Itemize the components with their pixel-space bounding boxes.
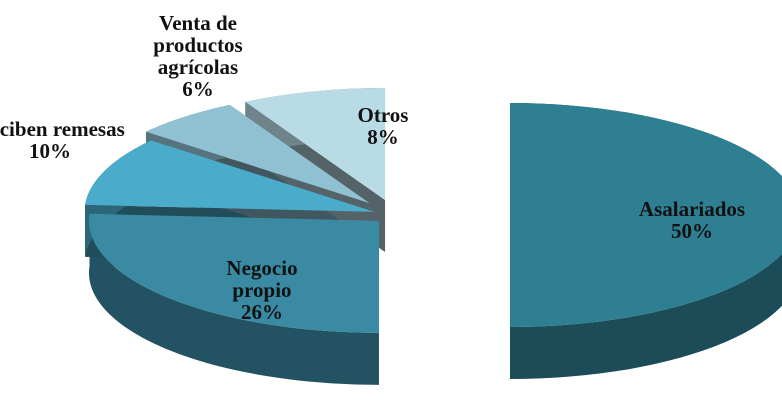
slice-tops	[85, 88, 782, 333]
category-label: Asalariados	[638, 197, 746, 221]
slice-edge	[88, 213, 379, 385]
value-label: 26%	[241, 300, 283, 324]
value-label: 6%	[182, 77, 214, 101]
category-label: Venta de productos agrícolas	[153, 11, 243, 79]
slice	[85, 140, 375, 212]
slice	[88, 213, 379, 333]
category-label: Otros	[357, 103, 409, 127]
slice	[510, 103, 782, 327]
category-label: Reciben remesas	[0, 117, 125, 141]
slice	[146, 104, 370, 204]
slice	[245, 88, 386, 201]
value-label: 50%	[671, 219, 713, 243]
slice-label: Asalariados 50%	[617, 198, 767, 242]
value-label: 8%	[367, 125, 399, 149]
category-label: Negocio propio	[226, 256, 298, 302]
slice-label: Venta de productos agrícolas 6%	[138, 12, 258, 100]
value-label: 10%	[29, 139, 71, 163]
slice-label: Negocio propio 26%	[212, 257, 312, 323]
slice-label: Otros 8%	[308, 104, 458, 148]
